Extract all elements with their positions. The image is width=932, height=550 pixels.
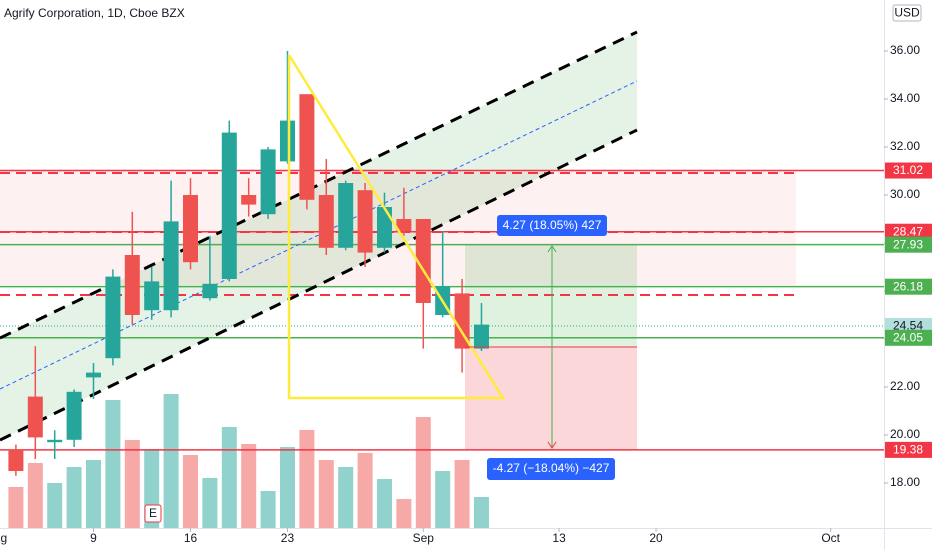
volume-bar bbox=[473, 497, 489, 528]
price-badge-label: 19.38 bbox=[893, 443, 923, 457]
price-badge-label: 28.47 bbox=[893, 224, 923, 238]
candle-body bbox=[182, 195, 198, 263]
y-tick-label: 36.00 bbox=[890, 43, 920, 57]
candle-body bbox=[8, 449, 24, 471]
volume-bar bbox=[338, 467, 354, 528]
candle-body bbox=[454, 293, 470, 349]
y-tick-label: 18.00 bbox=[890, 475, 920, 489]
x-tick-label: Sep bbox=[413, 531, 435, 545]
candle-body bbox=[376, 207, 392, 248]
candle-body bbox=[318, 195, 334, 248]
candle-body bbox=[86, 372, 102, 378]
candle-body bbox=[279, 120, 295, 162]
position-label: -4.27 (−18.04%) −427 bbox=[493, 461, 610, 475]
volume-bar bbox=[279, 447, 295, 528]
price-badge bbox=[885, 329, 932, 346]
candle-body bbox=[105, 276, 121, 359]
candle-body bbox=[338, 183, 354, 248]
x-tick-label: Oct bbox=[821, 531, 840, 545]
triangle bbox=[287, 54, 506, 400]
candle-body bbox=[144, 281, 160, 311]
volume-bar bbox=[396, 499, 412, 528]
channel-middle bbox=[0, 80, 638, 390]
currency-box[interactable] bbox=[892, 4, 922, 22]
candle-body bbox=[473, 324, 489, 349]
price-badge-label: 31.02 bbox=[893, 163, 923, 177]
volume-bar bbox=[47, 483, 63, 528]
candle-body bbox=[241, 195, 257, 205]
volume-bar bbox=[357, 453, 373, 528]
volume-bar bbox=[318, 460, 334, 528]
currency: USD bbox=[894, 6, 920, 20]
x-tick-label: 9 bbox=[90, 531, 97, 545]
price-badge-label: 27.93 bbox=[893, 237, 923, 251]
candle-body bbox=[357, 190, 373, 253]
label-box bbox=[487, 458, 615, 480]
earnings-marker: E bbox=[149, 506, 157, 520]
price-badge-label: 24.05 bbox=[893, 330, 923, 344]
x-tick-label: 13 bbox=[552, 531, 566, 545]
volume-bar bbox=[66, 467, 82, 528]
volume-bar bbox=[163, 394, 179, 528]
volume-bar bbox=[241, 444, 257, 528]
volume-bar bbox=[376, 479, 392, 528]
position-label: 4.27 (18.05%) 427 bbox=[503, 218, 602, 232]
candle-body bbox=[221, 132, 237, 279]
volume-bar bbox=[124, 440, 140, 528]
channel-upper bbox=[0, 30, 638, 340]
x-tick-label: 23 bbox=[281, 531, 295, 545]
volume-bar bbox=[8, 487, 24, 528]
volume-bar bbox=[435, 471, 451, 528]
volume-bar bbox=[27, 463, 43, 528]
candle-body bbox=[415, 219, 431, 303]
volume-bar bbox=[415, 417, 431, 528]
x-tick-label: 20 bbox=[649, 531, 663, 545]
candle-body bbox=[27, 396, 43, 438]
candle-body bbox=[299, 94, 315, 200]
volume-bar bbox=[86, 460, 102, 528]
candle-body bbox=[47, 439, 63, 443]
volume-bar bbox=[182, 455, 198, 528]
y-tick-label: 20.00 bbox=[890, 427, 920, 441]
chart-title: Agrify Corporation, 1D, Cboe BZX bbox=[4, 6, 185, 20]
arrow-head bbox=[547, 441, 557, 449]
price-badge bbox=[885, 236, 932, 253]
y-tick-label: 34.00 bbox=[890, 91, 920, 105]
x-tick-label: Aug bbox=[0, 531, 7, 545]
volume-bar bbox=[105, 400, 121, 528]
candle-body bbox=[396, 219, 412, 231]
price-badge-label: 24.54 bbox=[893, 319, 923, 333]
volume-bar bbox=[454, 460, 470, 528]
volume-bar bbox=[221, 427, 237, 528]
price-badge bbox=[885, 162, 932, 179]
price-badge-label: 26.18 bbox=[893, 279, 923, 293]
price-badge bbox=[885, 441, 932, 458]
y-tick-label: 30.00 bbox=[890, 187, 920, 201]
price-badge bbox=[885, 223, 932, 240]
volume-bar bbox=[260, 491, 276, 528]
volume-bar bbox=[299, 430, 315, 528]
channel-lower bbox=[0, 128, 638, 442]
earnings-box bbox=[144, 504, 162, 523]
y-tick-label: 22.00 bbox=[890, 379, 920, 393]
price-badge bbox=[885, 278, 932, 295]
volume-bar bbox=[202, 478, 218, 528]
candle-body bbox=[163, 221, 179, 311]
candle-body bbox=[202, 283, 218, 299]
x-tick-label: 16 bbox=[184, 531, 198, 545]
candle-body bbox=[260, 149, 276, 215]
arrow-head bbox=[547, 245, 557, 253]
candle-body bbox=[66, 391, 82, 440]
label-box bbox=[497, 215, 607, 236]
candle-body bbox=[124, 255, 140, 315]
y-tick-label: 32.00 bbox=[890, 139, 920, 153]
